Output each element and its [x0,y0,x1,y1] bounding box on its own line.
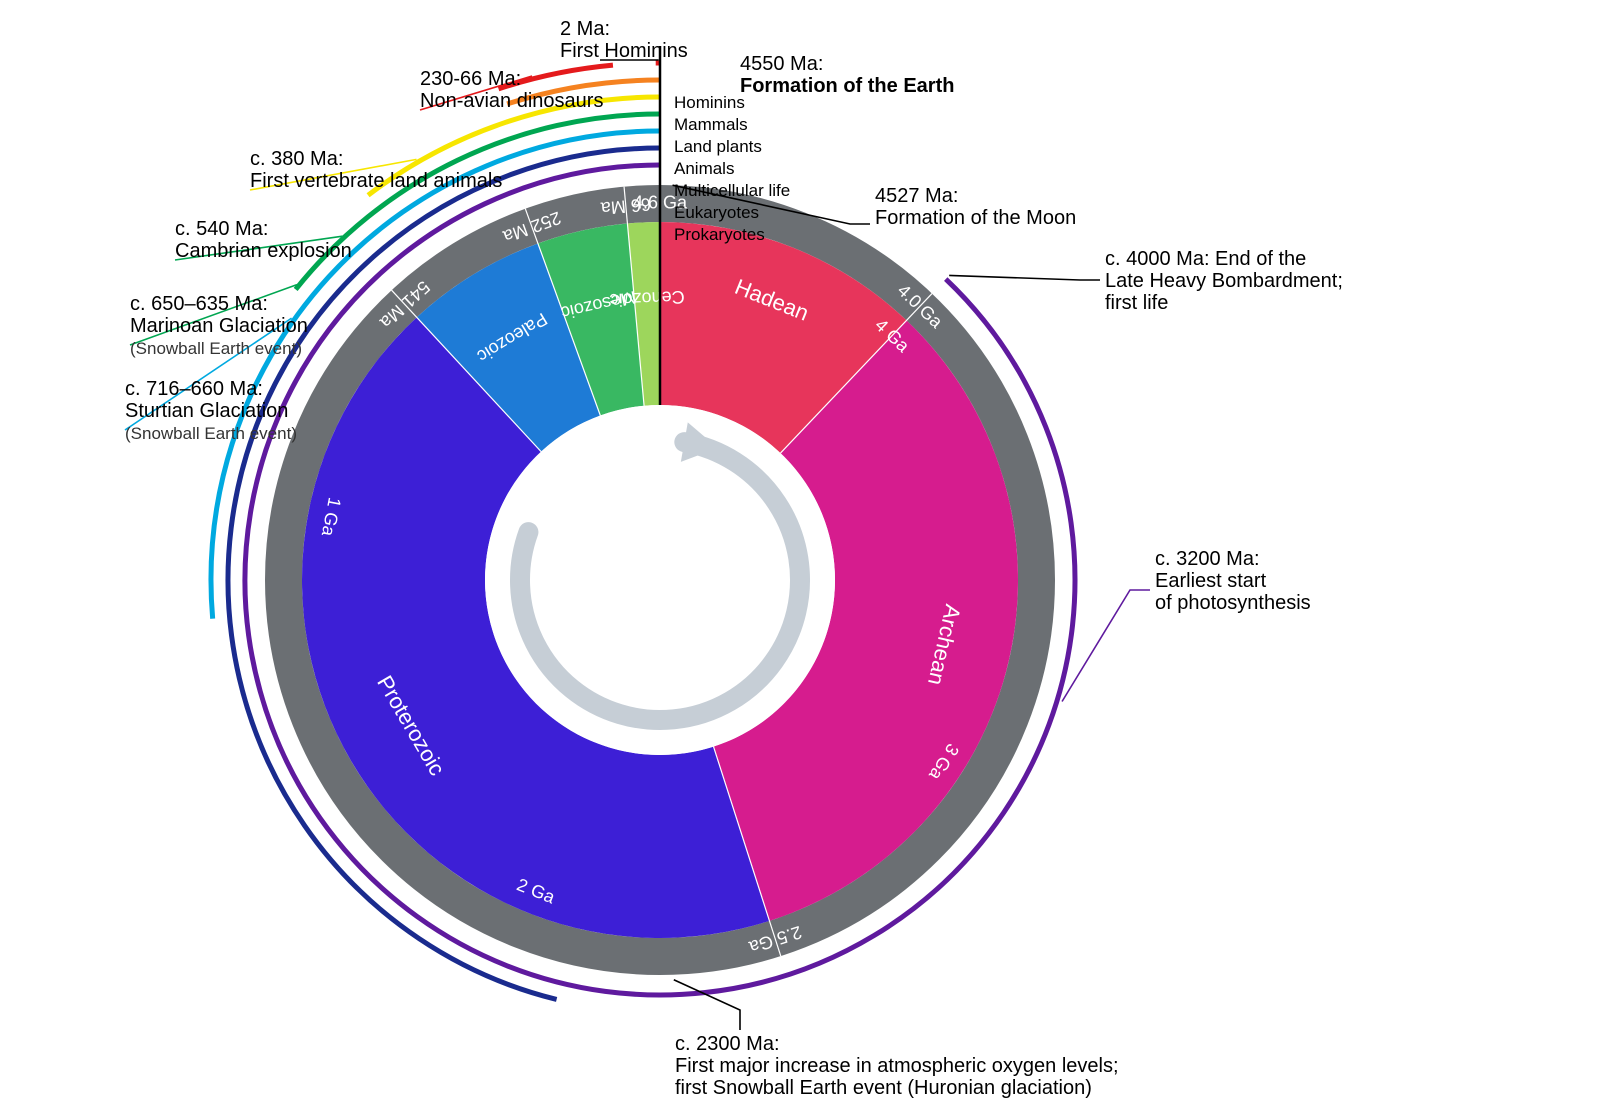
callout-oxy-line1: First major increase in atmospheric oxyg… [675,1055,1119,1077]
callout-lhb-line1: Late Heavy Bombardment; [1105,270,1343,292]
callout-sturtian-line2: (Snowball Earth event) [125,424,297,443]
callout-moon-line1: Formation of the Moon [875,207,1076,229]
callout-marinoan-line1: Marinoan Glaciation [130,315,308,337]
callout-dinos-line1: Non-avian dinosaurs [420,90,603,112]
callout-oxy-line0: c. 2300 Ma: [675,1033,780,1055]
legend-prokaryotes: Prokaryotes [674,225,765,244]
callout-earth-line1: Formation of the Earth [740,75,954,97]
center-disc [485,405,835,755]
callout-dinos-line0: 230-66 Ma: [420,68,521,90]
legend-hominins: Hominins [674,93,745,112]
callout-sturtian-line0: c. 716–660 Ma: [125,378,263,400]
callout-earth-line0: 4550 Ma: [740,53,823,75]
callout-lhb-line2: first life [1105,292,1168,314]
legend-multicellular-life: Multicellular life [674,181,790,200]
callout-cambrian-line1: Cambrian explosion [175,240,352,262]
callout-moon-line0: 4527 Ma: [875,185,958,207]
callout-vertebrates-line0: c. 380 Ma: [250,148,343,170]
callout-photo-line2: of photosynthesis [1155,592,1311,614]
callout-photo-line1: Earliest start [1155,570,1267,592]
legend-mammals: Mammals [674,115,748,134]
callout-cambrian-line0: c. 540 Ma: [175,218,268,240]
eon-label-cenozoic: Cenozoic [609,287,685,310]
legend-animals: Animals [674,159,734,178]
legend-land-plants: Land plants [674,137,762,156]
callout-hominins-line0: 2 Ma: [560,18,610,40]
callout-lhb-line0: c. 4000 Ma: End of the [1105,248,1306,270]
legend-eukaryotes: Eukaryotes [674,203,759,222]
callout-photo-line0: c. 3200 Ma: [1155,548,1260,570]
callout-marinoan-line2: (Snowball Earth event) [130,339,302,358]
callout-vertebrates-line1: First vertebrate land animals [250,170,502,192]
callout-marinoan-line0: c. 650–635 Ma: [130,293,268,315]
leader-lhb [949,275,1100,280]
callout-hominins-line1: First Hominins [560,40,688,62]
callout-oxy-line2: first Snowball Earth event (Huronian gla… [675,1077,1092,1099]
callout-sturtian-line1: Sturtian Glaciation [125,400,288,422]
